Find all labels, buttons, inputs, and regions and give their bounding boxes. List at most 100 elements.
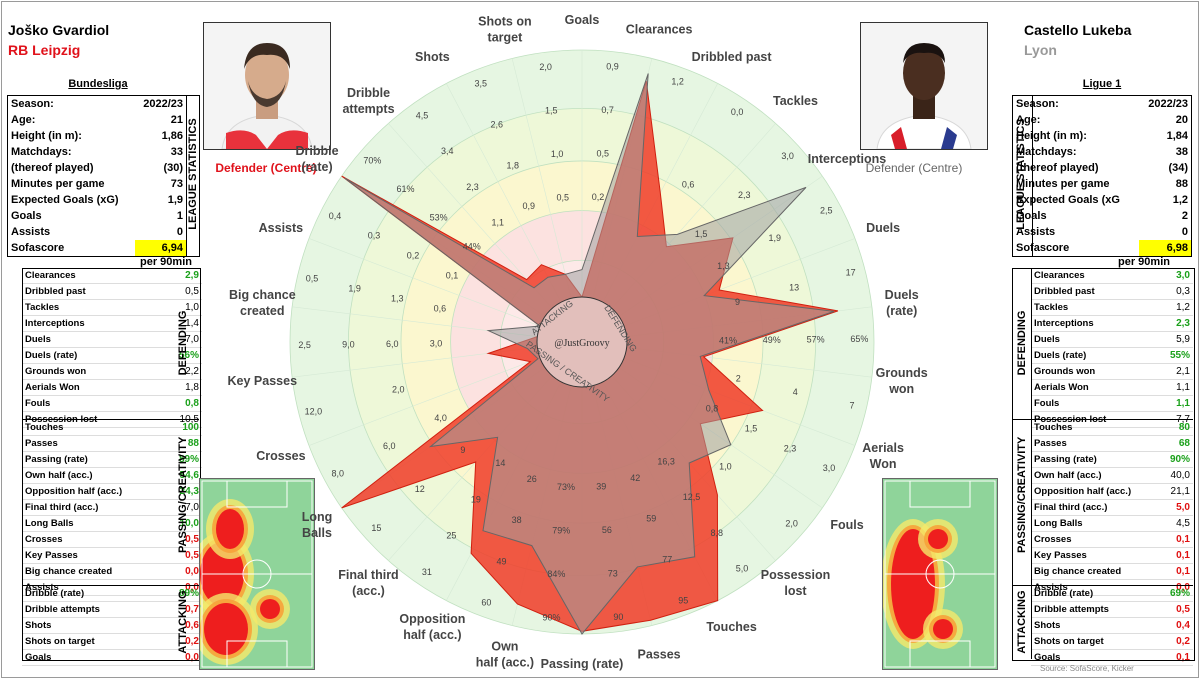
radar-tick-label: 6,0 — [386, 339, 399, 349]
metric-row: Passing (rate) 89% — [22, 451, 202, 468]
league-stat-value: 2022/23 — [1148, 98, 1188, 110]
radar-tick-label: 41% — [719, 335, 737, 345]
metric-row: Dribbled past 0,3 — [1031, 283, 1193, 300]
metric-value: 0,1 — [1160, 547, 1193, 564]
metric-row: Touches 100 — [22, 420, 202, 436]
heat-zone-high — [891, 529, 935, 639]
radar-tick-label: 8,0 — [332, 469, 345, 479]
metric-row: Dribble (rate) 89% — [22, 586, 202, 602]
league-stat-value: 20 — [1175, 114, 1188, 126]
radar-tick-label: 0,5 — [597, 148, 610, 158]
radar-tick-label: 3,5 — [475, 79, 488, 89]
left-club-name: RB Leipzig — [8, 42, 81, 58]
league-stat-value: 2022/23 — [143, 98, 183, 110]
league-stat-row: Assists 0 — [1013, 224, 1192, 240]
metric-label: Dribbled past — [22, 283, 158, 300]
left-per90-box — [22, 268, 201, 661]
left-player-name: Joško Gvardiol — [8, 22, 110, 38]
league-stat-row: Assists 0 — [8, 224, 187, 240]
metric-value: 4,5 — [1160, 515, 1193, 532]
league-stat-row: (thereof played) (30) — [8, 160, 187, 176]
metric-value: 0,2 — [158, 633, 202, 650]
metric-row: Touches 80 — [1031, 420, 1193, 436]
metric-value: 0,5 — [165, 531, 202, 548]
radar-tick-label: 1,1 — [492, 218, 505, 228]
metric-row: Shots on target 0,2 — [22, 633, 202, 650]
metric-label: Touches — [1031, 420, 1161, 436]
metric-value: 1,2 — [1152, 299, 1193, 316]
radar-axis-label: Aerials Won — [862, 441, 904, 471]
radar-tick-label: 1,0 — [719, 461, 732, 471]
league-stat-row: Matchdays: 33 — [8, 144, 187, 160]
metric-label: Touches — [22, 420, 166, 436]
metric-row: Opposition half (acc.) 24,3 — [22, 483, 202, 500]
radar-tick-label: 90 — [613, 612, 623, 622]
radar-spoke — [308, 357, 541, 446]
left-heatmap — [199, 478, 315, 670]
metric-label: Opposition half (acc.) — [22, 483, 166, 500]
radar-tick-label: 0,3 — [368, 231, 381, 241]
metric-row: Crosses 0,5 — [22, 531, 202, 548]
metric-row: Dribbled past 0,5 — [22, 283, 202, 300]
metric-row: Goals 0,1 — [1031, 649, 1193, 666]
right-club-name: Lyon — [1024, 42, 1057, 58]
league-stat-value: 73 — [170, 178, 183, 190]
metric-row: Own half (acc.) 54,6 — [22, 467, 202, 484]
metric-row: Clearances 2,9 — [22, 268, 202, 284]
radar-tick-label: 8,8 — [711, 528, 724, 538]
metric-label: Own half (acc.) — [1031, 467, 1161, 484]
radar-tick-label: 9 — [735, 297, 740, 307]
heat-zone-high — [260, 599, 280, 619]
metric-label: Aerials Won — [1031, 379, 1153, 396]
metric-value: 68 — [1160, 435, 1193, 452]
metric-label: Passing (rate) — [22, 451, 166, 468]
metric-label: Key Passes — [1031, 547, 1161, 564]
radar-tick-label: 17 — [846, 268, 856, 278]
radar-tick-label: 1,9 — [348, 284, 361, 294]
metric-value: 1,4 — [157, 315, 202, 332]
radar-tick-label: 2,0 — [785, 519, 798, 529]
metric-value: 0,1 — [1153, 649, 1193, 666]
metric-value: 88 — [165, 435, 202, 452]
metric-value: 1,0 — [157, 299, 202, 316]
metric-label: Duels (rate) — [22, 347, 158, 364]
right-per90-label: per 90min — [1118, 256, 1170, 268]
right-player-silhouette-icon — [861, 23, 987, 149]
league-stat-row: Height (in m): 1,86 — [8, 128, 187, 144]
league-stat-row: Sofascore 6,98 — [1013, 240, 1192, 257]
radar-axis-label: Goals — [565, 13, 600, 27]
league-stat-label: Height (in m): — [1016, 130, 1087, 142]
league-stat-label: Minutes per game — [1016, 178, 1110, 190]
radar-tick-label: 1,3 — [391, 294, 404, 304]
left-divider-1 — [22, 419, 199, 420]
metric-label: Passes — [22, 435, 166, 452]
league-stat-label: Matchdays: — [11, 146, 72, 158]
league-stat-label: Sofascore — [1016, 242, 1070, 254]
league-stat-row: Minutes per game 73 — [8, 176, 187, 192]
radar-tick-label: 1,3 — [717, 261, 730, 271]
metric-value: 0,3 — [1152, 283, 1193, 300]
radar-tick-label: 38 — [512, 515, 522, 525]
radar-spoke — [308, 238, 541, 327]
radar-axis-label: Touches — [706, 620, 757, 634]
league-stat-label: Age: — [1016, 114, 1041, 126]
metric-label: Grounds won — [22, 363, 158, 380]
radar-tick-label: 1,5 — [695, 229, 708, 239]
radar-tick-label: 77 — [662, 555, 672, 565]
metric-value: 90% — [1160, 451, 1193, 468]
radar-axis-label: Possession lost — [761, 568, 830, 598]
league-stat-value: 0 — [176, 226, 183, 238]
metric-value: 0,2 — [1153, 633, 1193, 650]
radar-tick-label: 57% — [807, 335, 825, 345]
metric-value: 0,6 — [158, 617, 202, 634]
metric-label: Goals — [1031, 649, 1154, 666]
metric-value: 10,0 — [165, 515, 202, 532]
metric-label: Clearances — [1031, 268, 1153, 284]
radar-tick-label: 0,5 — [306, 274, 319, 284]
league-stat-label: Assists — [11, 226, 51, 238]
metric-row: Fouls 0,8 — [22, 395, 202, 412]
league-stat-label: Sofascore — [11, 242, 65, 254]
heat-zone-high — [204, 603, 248, 655]
